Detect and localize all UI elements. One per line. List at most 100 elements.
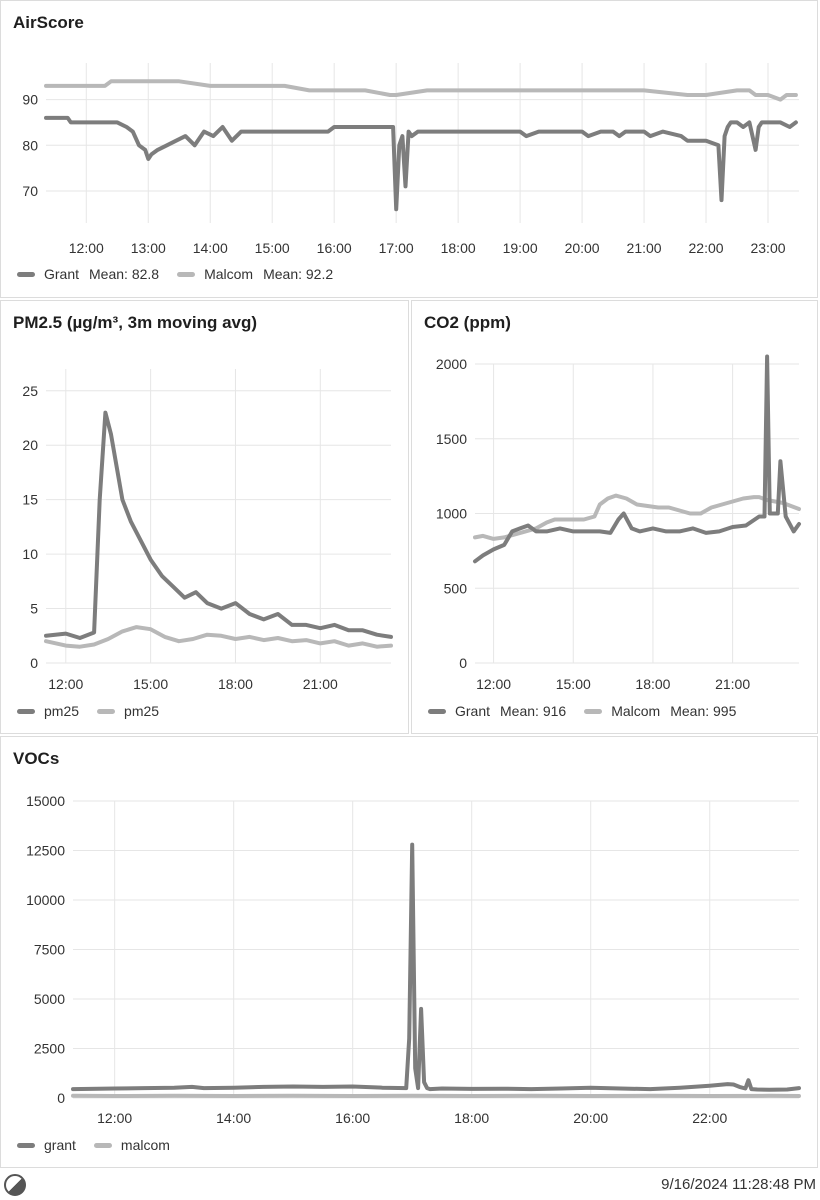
y-tick-label: 5 [30, 601, 38, 617]
y-tick-label: 10 [22, 546, 38, 562]
pm25-chart: 0 5 10 15 20 25 12:00 15:00 18:00 21:00 [22, 369, 393, 692]
y-tick-label: 0 [30, 655, 38, 671]
co2-chart: 0 500 1000 1500 2000 12:00 15:00 18:00 21:00 [436, 354, 801, 692]
x-tick-label: 21:00 [627, 240, 662, 256]
legend-label: Malcom [204, 266, 254, 282]
x-tick-label: 19:00 [503, 240, 538, 256]
legend-swatch [17, 708, 35, 714]
x-tick-label: 18:00 [441, 240, 476, 256]
legend: Grant Mean: 916 Malcom Mean: 995 [428, 703, 754, 719]
legend-item-malcom[interactable]: Malcom Mean: 92.2 [177, 266, 333, 282]
series-line-pm25 [44, 410, 393, 640]
y-tick-label: 25 [22, 383, 38, 399]
legend-label: pm25 [44, 703, 80, 719]
x-tick-label: 15:00 [255, 240, 290, 256]
y-tick-label: 2500 [34, 1041, 65, 1057]
y-tick-label: 15000 [26, 793, 65, 809]
legend-swatch [93, 1142, 112, 1148]
y-tick-label: 7500 [34, 942, 65, 958]
legend-swatch [428, 708, 446, 714]
x-tick-label: 18:00 [635, 676, 670, 692]
x-tick-label: 12:00 [97, 1110, 132, 1126]
legend-item-grant[interactable]: grant [17, 1137, 76, 1153]
legend-item-malcom[interactable]: malcom [93, 1137, 170, 1153]
panel-title: AirScore [13, 13, 84, 32]
legend-label: Grant [455, 703, 491, 719]
legend-swatch [584, 708, 603, 714]
x-tick-label: 16:00 [317, 240, 352, 256]
airscore-chart: 70 80 90 12:00 13:00 14:00 15:00 16:00 17:00 18:0… [22, 63, 799, 256]
x-tick-label: 12:00 [476, 676, 511, 692]
y-tick-label: 1000 [436, 506, 467, 522]
y-tick-label: 5000 [34, 991, 65, 1007]
y-tick-label: 10000 [26, 892, 65, 908]
x-tick-label: 13:00 [131, 240, 166, 256]
panel-title: PM2.5 (µg/m³, 3m moving avg) [13, 313, 258, 332]
x-tick-label: 12:00 [48, 676, 83, 692]
co2-panel: CO2 (ppm) 0 500 1000 1500 2000 12:00 15:00 18:0… [411, 300, 818, 734]
y-tick-label: 15 [22, 492, 38, 508]
vocs-panel: VOCs 0 2500 5000 7500 10000 12500 15000 12:00 14… [0, 736, 818, 1168]
legend: pm25 pm25 [17, 703, 177, 719]
x-tick-label: 22:00 [689, 240, 724, 256]
y-tick-label: 0 [459, 655, 467, 671]
legend-label: pm25 [124, 703, 160, 719]
legend-label: Grant [44, 266, 80, 282]
series-line-grant [473, 354, 801, 564]
timestamp: 9/16/2024 11:28:48 PM [661, 1176, 816, 1193]
y-tick-label: 90 [22, 92, 38, 108]
legend-swatch [177, 271, 196, 277]
x-tick-label: 15:00 [556, 676, 591, 692]
x-tick-label: 17:00 [379, 240, 414, 256]
x-tick-label: 14:00 [216, 1110, 251, 1126]
legend-item-grant[interactable]: Grant Mean: 916 [428, 703, 566, 719]
y-tick-label: 20 [22, 437, 38, 453]
x-tick-label: 15:00 [133, 676, 168, 692]
airscore-panel: AirScore 70 80 90 12:00 13:00 14:00 15:00 16:00… [0, 0, 818, 298]
legend: grant malcom [17, 1137, 188, 1153]
y-tick-label: 12500 [26, 843, 65, 859]
panel-title: VOCs [13, 749, 60, 768]
legend-label: malcom [120, 1137, 170, 1153]
x-tick-label: 18:00 [218, 676, 253, 692]
legend-swatch [97, 708, 116, 714]
x-tick-label: 18:00 [454, 1110, 489, 1126]
legend-label: grant [44, 1137, 76, 1153]
vocs-chart: 0 2500 5000 7500 10000 12500 15000 12:00 14:00 16… [26, 793, 801, 1126]
legend-item-pm25-a[interactable]: pm25 [17, 703, 79, 719]
x-tick-label: 12:00 [69, 240, 104, 256]
y-tick-label: 2000 [436, 356, 467, 372]
x-tick-label: 14:00 [193, 240, 228, 256]
footer-bar: 9/16/2024 11:28:48 PM [0, 1170, 820, 1200]
x-tick-label: 21:00 [715, 676, 750, 692]
x-tick-label: 23:00 [750, 240, 785, 256]
x-tick-label: 22:00 [692, 1110, 727, 1126]
x-tick-label: 21:00 [303, 676, 338, 692]
x-tick-label: 16:00 [335, 1110, 370, 1126]
legend-mean: Mean: 92.2 [263, 266, 334, 282]
pm25-panel: PM2.5 (µg/m³, 3m moving avg) 0 5 10 15 20 25 1… [0, 300, 409, 734]
legend-swatch [17, 271, 35, 277]
legend: Grant Mean: 82.8 Malcom Mean: 92.2 [17, 266, 351, 282]
half-circle-logo-icon[interactable] [4, 1174, 26, 1196]
y-tick-label: 0 [57, 1090, 65, 1106]
legend-mean: Mean: 82.8 [89, 266, 160, 282]
y-tick-label: 70 [22, 183, 38, 199]
legend-item-pm25-b[interactable]: pm25 [97, 703, 159, 719]
series-line-pm25 [44, 625, 393, 649]
series-line-grant [44, 115, 798, 212]
series-line-malcom [44, 79, 798, 102]
legend-swatch [17, 1142, 35, 1148]
legend-label: Malcom [611, 703, 661, 719]
legend-item-malcom[interactable]: Malcom Mean: 995 [584, 703, 736, 719]
legend-item-grant[interactable]: Grant Mean: 82.8 [17, 266, 159, 282]
x-tick-label: 20:00 [573, 1110, 608, 1126]
series-line-grant [71, 842, 801, 1092]
panel-title: CO2 (ppm) [424, 313, 511, 332]
x-tick-label: 20:00 [565, 240, 600, 256]
legend-mean: Mean: 916 [500, 703, 567, 719]
y-tick-label: 500 [444, 580, 468, 596]
y-tick-label: 80 [22, 137, 38, 153]
legend-mean: Mean: 995 [670, 703, 737, 719]
y-tick-label: 1500 [436, 431, 467, 447]
